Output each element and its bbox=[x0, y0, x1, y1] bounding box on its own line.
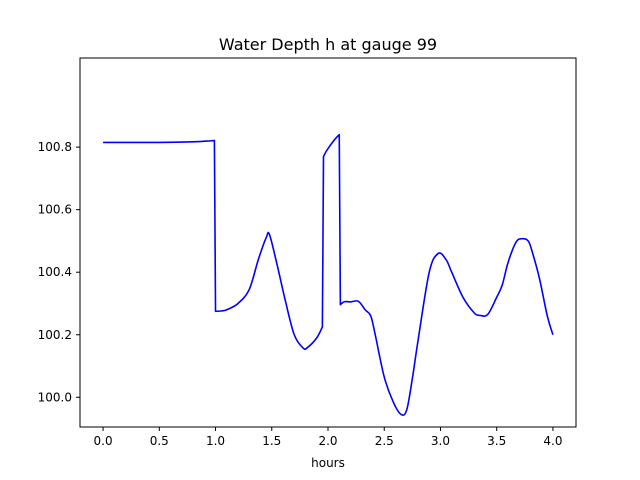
x-tick-label: 1.0 bbox=[206, 434, 225, 448]
series-line bbox=[103, 133, 554, 416]
x-tick-label: 3.0 bbox=[431, 434, 450, 448]
plot-frame bbox=[79, 57, 577, 428]
y-tick-label: 100.6 bbox=[38, 203, 72, 217]
x-tick-label: 3.5 bbox=[487, 434, 506, 448]
x-axis-label: hours bbox=[311, 456, 345, 470]
x-tick-label: 0.5 bbox=[150, 434, 169, 448]
y-tick-label: 100.4 bbox=[38, 265, 72, 279]
y-tick-label: 100.0 bbox=[38, 390, 72, 404]
chart-title: Water Depth h at gauge 99 bbox=[219, 35, 437, 54]
x-tick-label: 2.0 bbox=[318, 434, 337, 448]
y-tick-label: 100.2 bbox=[38, 328, 72, 342]
y-tick-label: 100.8 bbox=[38, 140, 72, 154]
plot-area bbox=[103, 133, 554, 416]
x-tick-label: 2.5 bbox=[375, 434, 394, 448]
y-axis: 100.0 100.2 100.4 100.6 100.8 bbox=[38, 140, 80, 404]
x-tick-label: 0.0 bbox=[94, 434, 113, 448]
x-tick-label: 1.5 bbox=[262, 434, 281, 448]
x-axis: 0.0 0.5 1.0 1.5 2.0 2.5 3.0 3.5 4.0 bbox=[94, 427, 562, 448]
x-tick-label: 4.0 bbox=[543, 434, 562, 448]
